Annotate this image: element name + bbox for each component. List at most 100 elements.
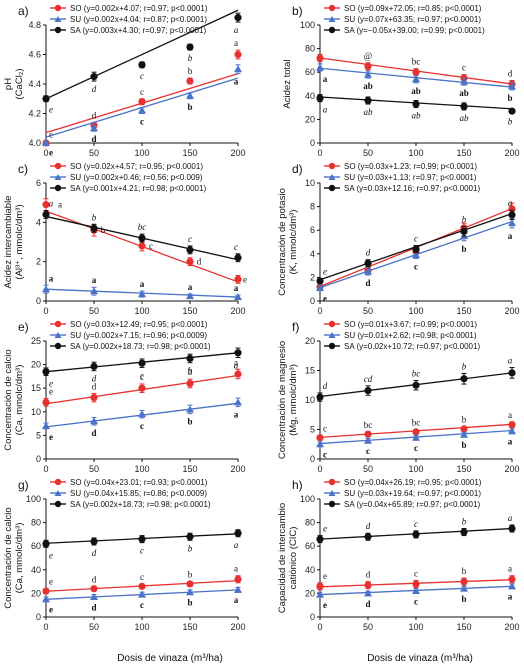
y-tick-label: 60 — [31, 541, 41, 551]
data-point-SU — [42, 139, 50, 146]
significance-label-SO: bc — [364, 420, 373, 430]
data-point-SA — [138, 535, 146, 543]
data-point-SO — [138, 384, 146, 392]
y-tick-label: 100 — [26, 494, 41, 504]
x-tick-label: 150 — [456, 306, 471, 316]
significance-label-SU: a — [92, 275, 97, 285]
x-tick-label: 100 — [408, 622, 423, 632]
data-point-SU — [460, 430, 468, 438]
significance-label-SO: a — [58, 200, 62, 210]
significance-label-SO: d — [366, 570, 371, 580]
data-point-SU — [90, 124, 98, 132]
significance-label-SO: a — [234, 564, 238, 574]
data-point-SA — [412, 100, 420, 108]
data-point-SU — [42, 421, 50, 429]
data-point-SA — [42, 368, 50, 376]
y-axis-label-line: Concentración de calcio — [3, 349, 14, 450]
x-tick-label: 200 — [230, 148, 245, 158]
significance-label-SU: d — [91, 428, 96, 438]
data-point-SO — [508, 421, 516, 429]
x-tick-label: 200 — [230, 464, 245, 474]
y-tick-label: 10 — [305, 178, 315, 188]
data-point-SU — [90, 592, 98, 600]
data-point-SA — [90, 537, 98, 546]
significance-label-SU: a — [234, 77, 239, 87]
significance-label-SO: a — [508, 564, 512, 574]
y-tick-label: 100 — [300, 494, 315, 504]
data-point-SA — [460, 375, 468, 383]
data-point-SA — [316, 94, 324, 102]
legend-marker-SU — [54, 16, 62, 22]
legend-marker-SA — [328, 342, 336, 350]
significance-label-SO: c — [140, 372, 144, 382]
data-point-SU — [412, 433, 420, 441]
y-axis-label-line: pH — [3, 78, 14, 90]
data-point-SA — [508, 369, 516, 377]
data-point-SO — [186, 258, 194, 266]
significance-label-SU: a — [508, 231, 513, 241]
y-tick-label: 0 — [310, 612, 315, 622]
significance-label-SA: a — [234, 540, 239, 550]
y-axis-label-line: Concentración de potasio — [277, 188, 288, 296]
significance-label-SO: b — [462, 566, 467, 576]
data-point-SU — [234, 398, 242, 406]
significance-label-SA: a — [323, 105, 328, 115]
data-point-SO — [234, 370, 242, 378]
significance-label-SU: b — [187, 598, 192, 608]
significance-label-SA: bc — [412, 369, 421, 379]
data-point-SU — [412, 75, 420, 83]
legend-entry-SA: SA (y=0.002x+18.73; r=0.98; p<0.0001) — [70, 500, 211, 509]
significance-label-SO: c — [462, 63, 466, 73]
legend-marker-SO — [54, 4, 62, 12]
significance-label-SU: d — [91, 134, 96, 144]
y-tick-label: 2 — [36, 257, 41, 267]
significance-label-SO: b — [101, 225, 106, 235]
data-point-SO — [364, 430, 372, 438]
legend-entry-SO: SO (y=0.09x+72.05; r=0.85; p<0.0001) — [344, 4, 482, 13]
x-tick-label: 0 — [317, 464, 322, 474]
data-point-SO — [42, 201, 50, 209]
significance-label-SU: b — [507, 93, 512, 103]
significance-label-SO: a — [234, 357, 238, 367]
significance-label-SA: b — [188, 366, 193, 376]
panel-g: 0 20 40 60 80 100 0 50 100 150 200 Concentración de… — [3, 478, 246, 632]
data-point-SA — [186, 43, 194, 51]
x-axis-title-right: Dosis de vinaza (m³/ha) — [367, 653, 473, 664]
significance-label-SA: a — [234, 25, 239, 35]
fit-line-SA — [45, 9, 239, 100]
data-point-SO — [460, 578, 468, 586]
significance-label-SU: b — [461, 440, 466, 450]
significance-label-SA: e — [323, 524, 327, 534]
y-tick-label: 40 — [305, 91, 315, 101]
x-tick-label: 50 — [363, 464, 373, 474]
significance-label-SU: b — [187, 102, 192, 112]
data-point-SA — [138, 234, 146, 242]
x-tick-label: 50 — [363, 622, 373, 632]
legend-marker-SA — [328, 26, 336, 34]
y-axis-label: Concentración de potasio(K, mmolc/dm³) — [277, 188, 299, 296]
significance-label-SA: cd — [364, 374, 373, 384]
significance-label-SO: e — [323, 571, 327, 581]
data-point-SO — [316, 54, 324, 62]
data-point-SO — [186, 379, 194, 388]
significance-label-SO: c — [140, 572, 144, 582]
y-tick-label: 4.0 — [28, 138, 41, 148]
y-axis-label: Capacidad de intercambiocatiónico (CIC) — [277, 503, 299, 613]
panel-e: 0 5 10 15 20 25 0 50 100 150 200 Concentración de c… — [3, 320, 246, 474]
y-tick-label: 20 — [305, 114, 315, 124]
y-axis-label-line: Acidez total — [282, 59, 293, 108]
legend-marker-SA — [54, 26, 62, 34]
significance-label-SO: e — [243, 274, 247, 284]
significance-label-SA: c — [188, 234, 192, 244]
data-point-SA — [316, 393, 324, 401]
y-tick-label: 0 — [310, 296, 315, 306]
y-tick-label: 0 — [310, 138, 315, 148]
data-point-SO — [42, 587, 50, 595]
x-tick-label: 50 — [89, 464, 99, 474]
data-point-SO — [234, 575, 242, 583]
data-point-SA — [90, 362, 98, 371]
significance-label-SU: d — [365, 278, 370, 288]
y-tick-label: 8 — [310, 202, 315, 212]
data-point-SA — [508, 211, 516, 219]
